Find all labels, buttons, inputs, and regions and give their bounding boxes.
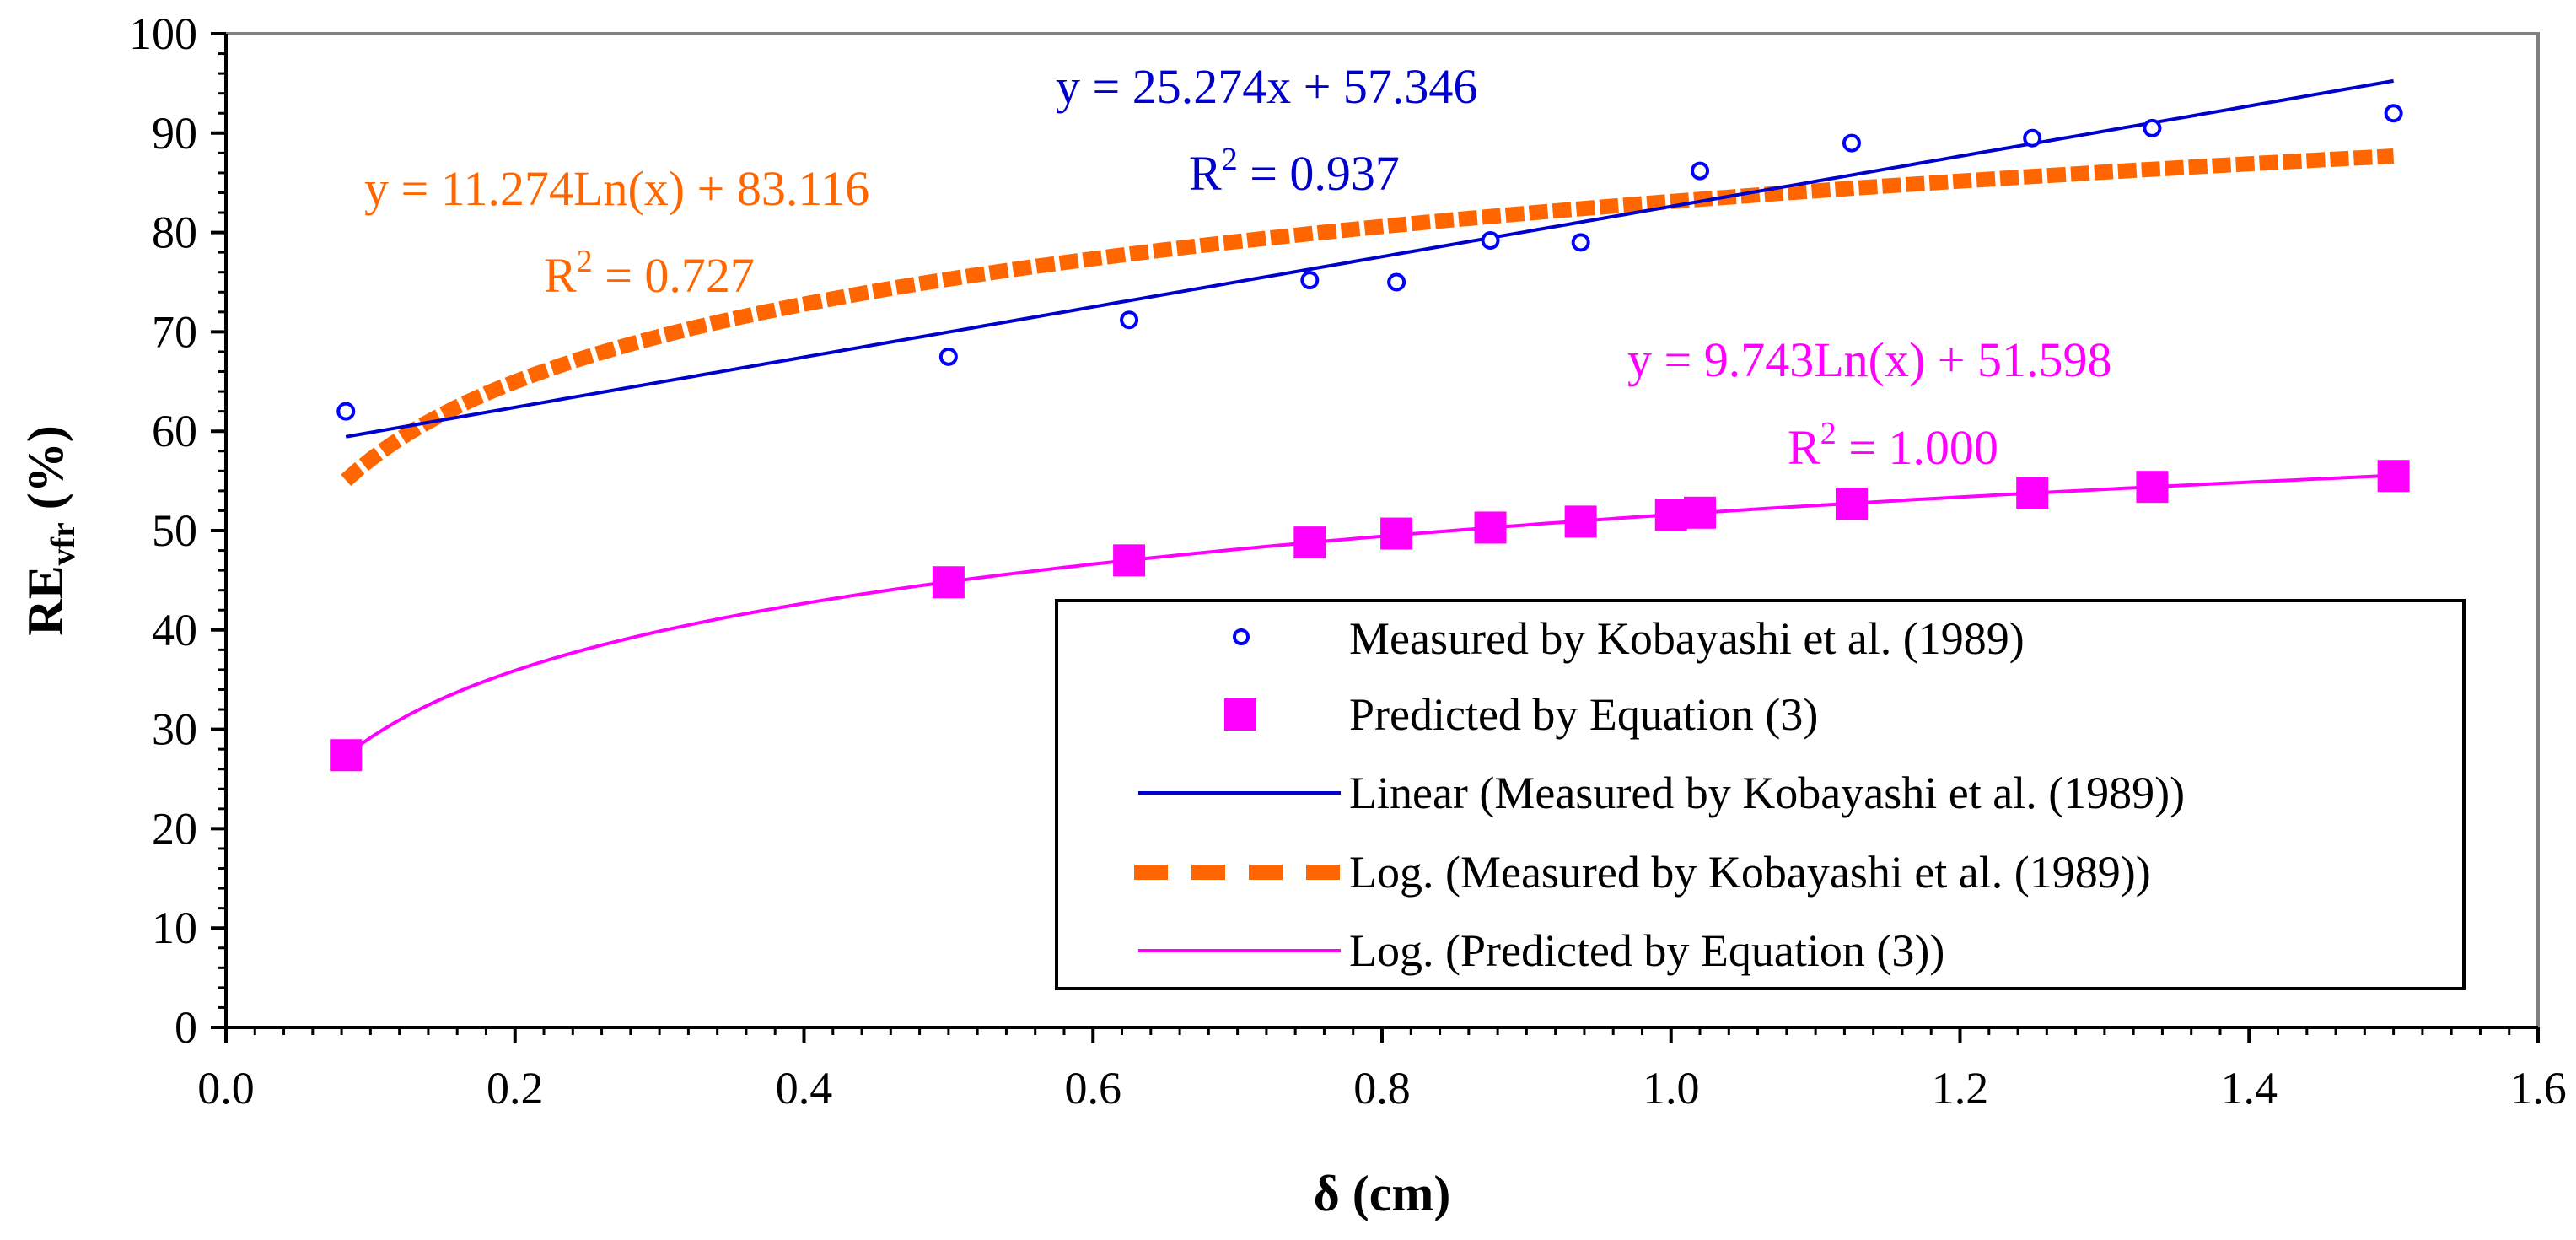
- equation-linear: y = 25.274x + 57.346: [1056, 59, 1477, 114]
- point-measured: [2143, 118, 2162, 137]
- y-tick-label: 60: [152, 406, 197, 456]
- x-tick-label: 1.6: [2509, 1063, 2567, 1113]
- points-predicted: [330, 460, 2410, 772]
- legend-label-log-measured: Log. (Measured by Kobayashi et al. (1989…: [1349, 847, 2151, 898]
- point-measured: [1481, 231, 1500, 251]
- point-predicted: [1380, 517, 1413, 550]
- x-tick-label: 1.0: [1643, 1063, 1700, 1113]
- point-predicted: [1654, 499, 1687, 531]
- point-measured: [1691, 161, 1710, 181]
- annotation-log-predicted: y = 9.743Ln(x) + 51.598 R2 = 1.000: [1627, 332, 2111, 475]
- point-predicted: [2377, 460, 2410, 493]
- point-predicted: [1684, 496, 1717, 529]
- point-predicted: [2016, 477, 2049, 509]
- legend-label-predicted: Predicted by Equation (3): [1349, 689, 1818, 740]
- x-tick-label: 0.4: [776, 1063, 833, 1113]
- point-measured: [1571, 233, 1590, 252]
- x-tick-label: 0.0: [197, 1063, 255, 1113]
- annotation-linear: y = 25.274x + 57.346 R2 = 0.937: [1056, 59, 1477, 201]
- legend-label-measured: Measured by Kobayashi et al. (1989): [1349, 613, 2025, 664]
- point-measured: [2384, 104, 2403, 123]
- x-axis: 0.0 0.2 0.4 0.6 0.8 1.0 1.2 1.4 1.6: [197, 1026, 2567, 1113]
- point-predicted: [1564, 505, 1597, 538]
- point-measured: [938, 347, 958, 366]
- y-axis-title-sub: vfr: [44, 522, 82, 565]
- point-measured: [2023, 128, 2042, 148]
- point-measured: [1387, 272, 1406, 292]
- equation-log-measured: y = 11.274Ln(x) + 83.116: [364, 161, 869, 216]
- r2-log-measured: R2 = 0.727: [544, 244, 755, 303]
- r2-linear: R2 = 0.937: [1189, 142, 1400, 201]
- y-axis-title-suffix: (%): [18, 425, 73, 522]
- y-tick-label: 0: [175, 1002, 197, 1053]
- x-tick-label: 0.6: [1065, 1063, 1122, 1113]
- point-predicted: [1293, 526, 1326, 559]
- x-axis-title: δ (cm): [1314, 1166, 1451, 1221]
- y-tick-label: 90: [152, 108, 197, 159]
- x-tick-label: 0.8: [1353, 1063, 1411, 1113]
- y-tick-label: 100: [129, 8, 197, 59]
- x-tick-label: 1.4: [2221, 1063, 2278, 1113]
- legend-label-log-predicted: Log. (Predicted by Equation (3)): [1349, 925, 1944, 976]
- point-predicted: [932, 566, 965, 599]
- y-tick-label: 30: [152, 704, 197, 755]
- point-measured: [336, 402, 356, 421]
- x-tick-label: 1.2: [1932, 1063, 1989, 1113]
- r2-log-predicted: R2 = 1.000: [1788, 416, 1998, 475]
- point-measured: [1300, 271, 1320, 290]
- legend-marker-predicted: [1224, 698, 1256, 731]
- y-tick-label: 70: [152, 306, 197, 357]
- y-tick-label: 20: [152, 803, 197, 854]
- trend-log-measured: [341, 148, 2395, 487]
- y-tick-label: 50: [152, 505, 197, 556]
- points-measured: [336, 104, 2403, 421]
- x-tick-label: 0.2: [487, 1063, 544, 1113]
- point-predicted: [1474, 511, 1507, 544]
- legend-marker-measured: [1233, 628, 1250, 645]
- y-axis-title: REvfr (%): [18, 425, 82, 635]
- point-measured: [1120, 310, 1139, 330]
- annotation-log-measured: y = 11.274Ln(x) + 83.116 R2 = 0.727: [364, 161, 869, 303]
- legend-label-linear: Linear (Measured by Kobayashi et al. (19…: [1349, 768, 2185, 818]
- trend-line-linear: [345, 78, 2394, 439]
- y-tick-label: 80: [152, 208, 197, 258]
- y-tick-label: 40: [152, 605, 197, 655]
- trend-log-predicted: [344, 473, 2394, 757]
- trend-line-log-predicted: [344, 473, 2394, 757]
- trend-linear: [345, 78, 2394, 439]
- point-predicted: [2136, 471, 2169, 504]
- point-measured: [1842, 133, 1861, 153]
- y-axis: 0 10 20 30 40 50 60 70 80 90 100: [129, 8, 228, 1053]
- point-predicted: [330, 739, 363, 772]
- point-predicted: [1113, 544, 1146, 577]
- y-axis-title-main: RE: [18, 565, 73, 635]
- point-predicted: [1835, 488, 1868, 520]
- legend: Measured by Kobayashi et al. (1989) Pred…: [1055, 599, 2466, 990]
- equation-log-predicted: y = 9.743Ln(x) + 51.598: [1627, 332, 2111, 387]
- trend-line-log-measured: [341, 148, 2395, 487]
- y-tick-label: 10: [152, 903, 197, 953]
